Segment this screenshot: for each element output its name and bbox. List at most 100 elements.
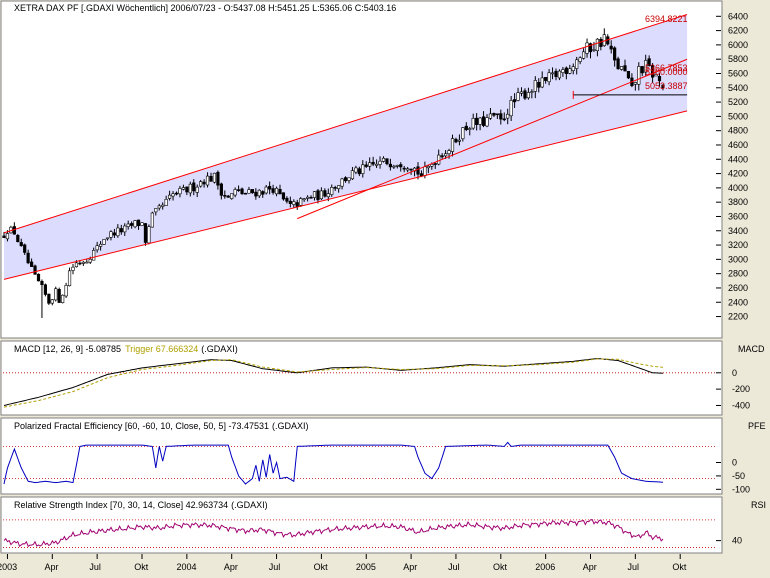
pfe-plot-area: 0 -50 -100: [3, 441, 750, 494]
rsi-panel[interactable]: Relative Strength Index [70, 30, 14, Clo…: [0, 496, 766, 554]
price-y-tick-label: 5600: [728, 68, 748, 78]
candle-up: [354, 167, 358, 173]
candle-up: [157, 205, 161, 209]
price-y-tick-label: 5000: [728, 111, 748, 121]
macd-title-group: MACD [12, 26, 9] -5.08785 Trigger 67.6663…: [14, 344, 238, 354]
macd-trigger-line: [3, 358, 664, 408]
candle-down: [523, 90, 527, 99]
candle-down: [440, 155, 444, 158]
candle-down: [202, 181, 206, 185]
candle-up: [233, 189, 237, 196]
candle-down: [454, 138, 458, 143]
candle-up: [181, 187, 186, 190]
candle-up: [578, 57, 582, 62]
pfe-panel[interactable]: Polarized Fractal Efficiency [60, -60, 1…: [0, 417, 766, 495]
candle-down: [385, 158, 389, 165]
candle-down: [537, 82, 541, 88]
candle-up: [644, 60, 648, 73]
x-tick-label: 2004: [176, 562, 196, 572]
price-panel[interactable]: XETRA DAX PF [.GDAXI Wöchentlich] 2006/0…: [0, 0, 748, 339]
candle-down: [481, 116, 486, 126]
candle-down: [640, 66, 644, 74]
candle-up: [81, 261, 85, 264]
rsi-rsi-line: [3, 519, 664, 548]
price-y-tick-label: 4800: [728, 126, 748, 136]
candle-up: [302, 198, 306, 201]
channel-upper-line: [3, 13, 688, 234]
x-tick-label: Okt: [314, 562, 329, 572]
candle-up: [547, 72, 551, 83]
candle-up: [488, 113, 493, 119]
candle-up: [633, 82, 637, 85]
candle-up: [378, 160, 382, 165]
candle-up: [471, 117, 475, 129]
candle-up: [406, 168, 410, 171]
candle-up: [50, 299, 54, 304]
candle-down: [240, 188, 244, 195]
candle-down: [623, 65, 627, 72]
candle-up: [95, 245, 99, 251]
candle-down: [309, 197, 313, 199]
rsi-plot-area: 40: [3, 519, 742, 548]
candle-down: [492, 112, 496, 116]
price-y-tick-label: 4400: [728, 154, 748, 164]
rsi-y-axis: 40: [716, 536, 742, 546]
candle-down: [19, 242, 23, 247]
macd-y-tick-label: -400: [732, 400, 750, 410]
candle-up: [368, 162, 372, 167]
candle-up: [257, 189, 261, 197]
candle-up: [188, 183, 192, 194]
candle-down: [174, 192, 179, 195]
candle-up: [530, 91, 534, 93]
candle-up: [150, 212, 154, 228]
candle-up: [575, 59, 579, 69]
candle-up: [199, 181, 203, 187]
candle-up: [516, 92, 520, 101]
candle-up: [561, 69, 565, 73]
candle-up: [171, 193, 175, 197]
macd-panel[interactable]: MACD [12, 26, 9] -5.08785 Trigger 67.6663…: [0, 340, 765, 416]
x-tick-label: Okt: [493, 562, 508, 572]
candle-up: [595, 38, 599, 52]
candle-up: [519, 91, 524, 94]
candle-down: [143, 223, 148, 243]
candle-down: [78, 262, 82, 265]
price-y-tick-label: 5800: [728, 54, 748, 64]
candle-down: [357, 168, 361, 175]
candle-up: [340, 178, 344, 187]
channel-mid-line: [297, 58, 688, 220]
candle-down: [599, 38, 603, 47]
rsi-axis-name: RSI: [751, 500, 766, 510]
candle-up: [105, 237, 110, 240]
x-tick-label: Okt: [134, 562, 149, 572]
candle-up: [361, 164, 365, 174]
candle-down: [43, 284, 47, 295]
candle-up: [423, 166, 427, 176]
candle-down: [29, 261, 34, 267]
price-y-tick-label: 2200: [728, 312, 748, 322]
candle-up: [212, 172, 217, 183]
candle-up: [571, 66, 575, 71]
candle-up: [392, 165, 396, 168]
candle-up: [102, 239, 106, 245]
channel-value-label: 6394.8221: [645, 14, 688, 24]
x-tick-label: Jul: [269, 562, 281, 572]
candle-up: [581, 51, 586, 59]
channel-fill: [4, 14, 688, 280]
pfe-y-axis: 0 -50 -100: [716, 458, 750, 494]
candle-up: [305, 196, 310, 199]
candle-down: [185, 186, 189, 193]
candle-down: [495, 113, 499, 116]
pfe-y-tick-label: -50: [732, 471, 745, 481]
price-y-tick-label: 6400: [728, 11, 748, 21]
candle-down: [226, 195, 230, 198]
candle-down: [343, 177, 348, 182]
candle-down: [2, 235, 6, 239]
candle-down: [130, 223, 134, 226]
candle-up: [374, 163, 379, 166]
rsi-y-tick-label: 40: [732, 536, 742, 546]
candle-down: [402, 167, 406, 170]
x-tick-label: Jul: [448, 562, 460, 572]
candle-down: [192, 182, 196, 192]
